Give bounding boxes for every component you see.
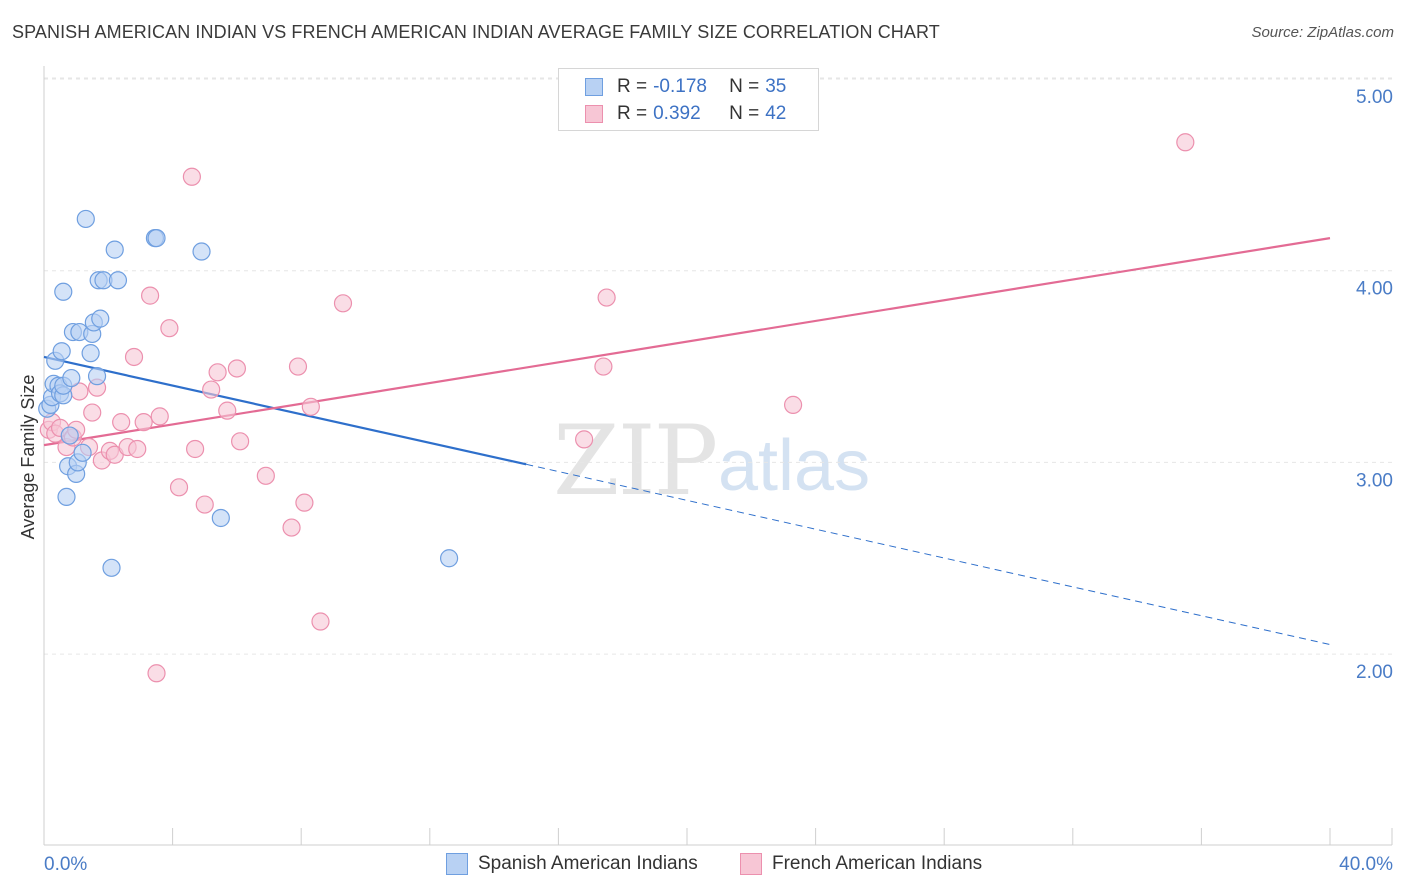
watermark-atlas: atlas [718,426,871,506]
trend-lines [43,237,1331,646]
x-tick-label: 40.0% [1339,854,1393,875]
legend-r-value: 0.392 [653,103,701,124]
point-french [783,395,803,414]
grid-lines [44,77,1392,655]
point-french [333,294,353,313]
point-french [311,612,330,631]
x-tick-label: 0.0% [44,854,87,875]
point-french [295,493,314,512]
point-french [282,518,301,537]
watermark-zip: ZIP [553,405,718,517]
legend-row-french: R = 0.392 N = 42 [585,102,786,126]
legend-swatch-french [585,105,603,123]
point-french [301,397,320,416]
point-spanish [105,240,124,259]
tick-labels: 2.00 3.00 4.00 5.00 0.0% 40.0% Average Family … [18,87,1393,875]
trend-line-spanish-extension [526,463,1331,646]
point-french [134,413,153,432]
legend-r-value: -0.178 [653,76,707,97]
point-spanish [192,242,211,261]
point-french [256,466,275,485]
point-spanish [62,368,81,388]
point-french [218,401,237,420]
trend-line-french [43,237,1331,447]
point-spanish [60,426,79,445]
point-spanish [54,282,73,301]
point-french [202,380,221,399]
point-french [231,432,250,451]
legend-n-value: 42 [765,103,787,124]
legend-n-label: N = [729,103,760,124]
point-french [182,167,201,186]
bottom-legend-swatch-spanish [446,853,468,875]
point-spanish [76,209,95,229]
point-french [140,286,160,305]
legend-swatch-spanish [585,78,603,96]
bottom-legend-label-spanish: Spanish American Indians [478,853,698,874]
point-spanish [73,443,92,462]
point-french [195,495,214,514]
source-label: Source: ZipAtlas.com [1251,24,1394,41]
chart-title: SPANISH AMERICAN INDIAN VS FRENCH AMERIC… [12,22,940,42]
point-spanish [147,229,166,248]
point-french [160,319,179,338]
point-french [288,357,308,376]
trend-line-spanish [43,355,527,466]
y-tick-label: 4.00 [1356,279,1393,300]
y-tick-label: 5.00 [1356,87,1393,108]
bottom-legend-swatch-french [740,853,762,875]
point-french [575,430,594,449]
correlation-legend: R = -0.178 N = 35 R = 0.392 N = 42 [558,68,819,131]
point-spanish [439,549,459,568]
legend-row-spanish: R = -0.178 N = 35 [585,75,786,99]
point-spanish [211,508,230,528]
bottom-legend-label-french: French American Indians [772,853,983,874]
point-french [1176,133,1195,152]
point-spanish [102,558,121,577]
point-french [128,439,147,459]
axes [43,66,1393,846]
point-spanish [52,342,71,361]
legend-r-label: R = [617,103,648,124]
y-tick-label: 2.00 [1356,662,1393,683]
point-french [227,359,246,378]
data-points [38,133,1195,683]
point-french [124,347,144,367]
point-spanish [87,367,107,386]
legend-n-label: N = [729,76,760,97]
point-spanish [81,344,100,363]
y-axis-label: Average Family Size [18,375,38,540]
point-french [112,413,131,432]
point-french [169,478,189,497]
point-french [597,288,616,307]
bottom-legend-french: French American Indians [740,851,982,877]
point-french [208,363,227,382]
y-tick-label: 3.00 [1356,470,1393,491]
bottom-legend-spanish: Spanish American Indians [446,851,698,877]
point-french [186,439,205,459]
point-spanish [57,487,76,507]
legend-n-value: 35 [765,76,787,97]
point-french [83,403,102,422]
point-spanish [91,309,110,328]
point-french [594,357,613,376]
point-french [147,664,166,683]
legend-r-label: R = [617,76,648,97]
point-spanish [108,271,128,290]
point-french [150,407,169,426]
